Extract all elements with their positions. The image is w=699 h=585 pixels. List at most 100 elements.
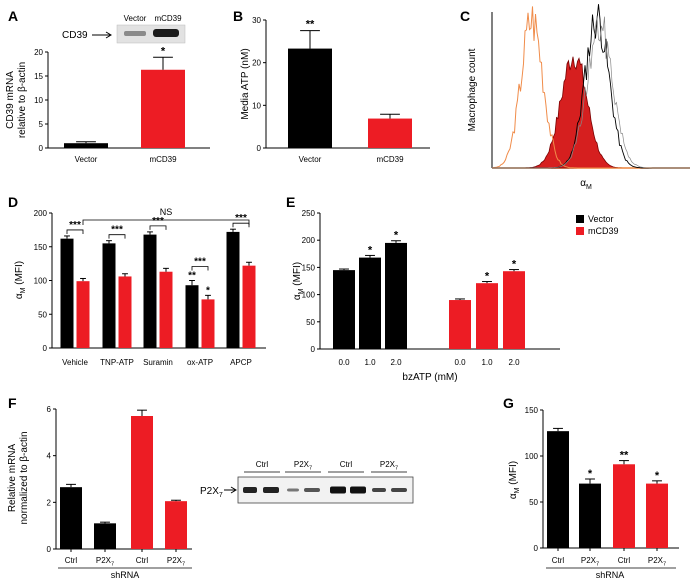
panel-a-ytick-label: 0 (39, 144, 44, 153)
panel-e-bar-1-0 (449, 300, 471, 349)
panel-b-category-label: mCD39 (376, 155, 404, 164)
panel-e-ytick-label: 250 (302, 209, 316, 218)
panel-b-bar-1 (368, 118, 412, 148)
panel-d-ytick-label: 0 (43, 344, 48, 353)
panel-e-significance: * (368, 244, 373, 256)
panel-g-bar-0 (547, 431, 569, 548)
panel-c-vector-histogram-overlay (492, 15, 690, 169)
panel-d-ytick-label: 200 (34, 209, 48, 218)
panel-d-bar-0-vector (60, 238, 74, 348)
panel-a-blot-lane-label: Vector (124, 14, 147, 23)
panel-d-pair-significance: *** (235, 213, 247, 224)
panel-letter-d: D (8, 194, 18, 210)
panel-g-significance: * (588, 468, 593, 480)
panel-b-bar-0 (288, 48, 332, 148)
panel-d-ytick-label: 50 (38, 310, 47, 319)
panel-d-category-label: Vehicle (62, 358, 88, 367)
panel-b-category-label: Vector (299, 155, 322, 164)
panel-d-bar-4-vector (226, 231, 240, 348)
panel-f-category-label: Ctrl (136, 556, 149, 565)
panel-g-ylabel: αM (MFI) (508, 461, 521, 499)
panel-f-bar-2 (131, 416, 153, 549)
panel-d-pair-bracket-1 (108, 234, 126, 239)
panel-f-bar-3 (165, 501, 187, 549)
panel-d-category-label: APCP (230, 358, 252, 367)
panel-f-ytick-label: 0 (47, 545, 52, 554)
panel-d-bar-1-vector (102, 243, 116, 348)
panel-f-blot-lane-label: Ctrl (256, 460, 269, 469)
panel-b-ytick-label: 10 (252, 101, 261, 110)
panel-g-category-label: P2X7 (648, 556, 666, 567)
panel-e-ylabel: αM (MFI) (292, 262, 305, 300)
panel-a-ylabel-line2: relative to β-actin (17, 62, 28, 138)
panel-letter-b: B (233, 8, 243, 24)
panel-c-histogram: Macrophage count αM (467, 4, 690, 191)
panel-b-significance: ** (306, 19, 315, 31)
panel-g-category-label: P2X7 (581, 556, 599, 567)
panel-b-ytick-label: 0 (257, 144, 262, 153)
panel-f-blot-band-1 (263, 487, 279, 493)
panel-g-bar-1 (579, 483, 601, 548)
panel-f-blot-band-3 (304, 488, 320, 492)
panel-g-bar-3 (646, 483, 668, 548)
panel-g-significance: * (655, 470, 660, 482)
panel-letter-e: E (286, 194, 295, 210)
panel-f-blot-band-4 (330, 486, 346, 494)
panel-c-xlabel: αM (580, 178, 592, 191)
panel-e-dose-label: 2.0 (508, 358, 520, 367)
panel-g-category-label: Ctrl (618, 556, 631, 565)
panel-g-category-label: Ctrl (552, 556, 565, 565)
panel-f-ylabel-line1: Relative mRNA (7, 444, 18, 513)
panel-d-pair-significance: *** (194, 257, 206, 268)
panel-b-ytick-label: 30 (252, 16, 261, 25)
panel-d-bar-1-mcd39 (118, 276, 132, 348)
panel-e-dose-label: 2.0 (390, 358, 402, 367)
panel-d-ytick-label: 150 (34, 243, 48, 252)
panel-e-ytick-label: 200 (302, 236, 316, 245)
panel-f-blot-band-6 (372, 488, 386, 492)
panel-letter-a: A (8, 8, 18, 24)
panel-e-bar-0-2 (385, 242, 407, 349)
panel-a-ytick-label: 20 (34, 48, 43, 57)
panel-a-blot-lane-label: mCD39 (154, 14, 182, 23)
panel-f-blot-band-7 (391, 488, 407, 492)
panel-c-mcd39-histogram (492, 56, 690, 169)
panel-d-pair-significance: *** (69, 220, 81, 231)
panel-letter-g: G (503, 395, 514, 411)
panel-e-bar-1-2 (503, 271, 525, 349)
panel-e-ytick-label: 50 (306, 318, 315, 327)
panel-d-category-label: ox-ATP (187, 358, 213, 367)
panel-e-legend-swatch-1 (576, 227, 584, 235)
panel-f-category-label: P2X7 (96, 556, 114, 567)
panel-a-blot-arrow (92, 31, 112, 39)
panel-a-ytick-label: 15 (34, 72, 43, 81)
panel-e-ytick-label: 0 (311, 345, 316, 354)
panel-d-bar-3-mcd39 (201, 299, 215, 348)
panel-d-ytick-label: 100 (34, 277, 48, 286)
panel-e-ytick-label: 150 (302, 263, 316, 272)
panel-b-chart: 0 10 20 30 Vector ** mCD39 Media ATP (nM) (240, 16, 430, 164)
panel-e-xlabel: bzATP (mM) (402, 372, 457, 383)
panel-b-ytick-label: 20 (252, 59, 261, 68)
panel-f-bar-0 (60, 487, 82, 549)
panel-e-dose-label: 0.0 (338, 358, 350, 367)
panel-a-bar-1 (141, 69, 185, 148)
panel-a-blot-band-1 (153, 29, 179, 37)
panel-f-chart: 0 2 4 6 Ctrl P2X7 Ctrl P2X7 shRNA Relative mRNA no… (7, 405, 192, 580)
panel-f-blot-band-5 (350, 486, 366, 494)
panel-a-blot-protein-label: CD39 (62, 30, 88, 41)
panel-f-blot-band-2 (287, 488, 299, 492)
panel-a-significance: * (161, 45, 166, 57)
panel-f-ytick-label: 4 (47, 452, 52, 461)
panel-b-ylabel: Media ATP (nM) (240, 48, 251, 119)
panel-g-significance: ** (620, 450, 629, 462)
panel-e-dose-label: 0.0 (454, 358, 466, 367)
panel-d-bar-2-mcd39 (159, 271, 173, 348)
panel-f-blot-protein-label: P2X7 (200, 486, 223, 499)
panel-g-ytick-label: 50 (529, 498, 538, 507)
panel-g-chart: 0 50 100 150 Ctrl P2X7 * Ctrl ** P2X7 * shRNA αM (MF… (508, 406, 679, 580)
panel-d-bar-significance: * (206, 285, 210, 296)
panel-e-legend-label: Vector (588, 214, 614, 224)
panel-f-western-blot: Ctrl P2X7 Ctrl P2X7 P2X7 (200, 460, 414, 504)
